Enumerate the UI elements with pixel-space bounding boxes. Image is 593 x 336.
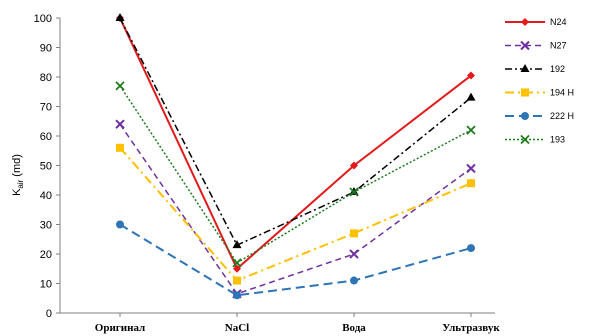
legend-marker [521, 112, 529, 120]
y-tick-label: 60 [40, 131, 52, 143]
data-point [116, 143, 124, 152]
series-line [119, 85, 472, 264]
data-point [232, 240, 242, 249]
x-tick-label: Оригинал [95, 322, 145, 334]
x-tick-label: Ультразвук [442, 322, 500, 334]
legend-label: 194 H [550, 88, 574, 98]
data-point [467, 179, 475, 188]
y-axis-label: Kair(md) [11, 154, 25, 196]
data-point [466, 125, 476, 135]
data-point [467, 244, 475, 253]
x-tick-label: Вода [342, 322, 366, 334]
data-point [466, 163, 476, 174]
data-point [467, 71, 475, 80]
series-line [119, 147, 472, 282]
marker-stroke [349, 187, 359, 197]
legend-label: N27 [550, 41, 567, 51]
legend-label: N24 [550, 17, 567, 27]
data-point [350, 161, 358, 170]
data-point [350, 276, 358, 285]
marker-center [118, 122, 122, 126]
legend-marker [520, 40, 530, 51]
legend-item: 222 H [505, 111, 574, 121]
y-tick-label: 10 [40, 279, 52, 291]
legend-item: 194 H [505, 88, 574, 98]
data-point [233, 291, 241, 300]
y-tick-label: 70 [40, 102, 52, 114]
series-line [119, 223, 472, 297]
data-point [233, 264, 241, 273]
x-tick-label: NaCl [225, 322, 249, 334]
data-point [349, 249, 359, 259]
legend-marker [521, 88, 529, 97]
legend-item: 193 [505, 135, 565, 145]
series-192 [115, 13, 476, 249]
marker-center [352, 252, 356, 256]
data-point [232, 258, 242, 268]
legend-marker [520, 134, 530, 145]
y-tick-label: 40 [40, 190, 52, 202]
data-point [115, 13, 125, 21]
data-point [349, 187, 359, 197]
series-193 [115, 81, 476, 268]
marker-stroke [520, 134, 530, 145]
y-axis-ticks: 0 10 20 30 40 50 60 70 80 90 100 [34, 13, 60, 320]
x-axis-ticks: Оригинал NaCl Вода Ультразвук [95, 313, 500, 334]
series-line [119, 17, 472, 247]
series-222-h [116, 220, 475, 300]
series-line [119, 123, 472, 295]
y-tick-label: 30 [40, 220, 52, 232]
marker-stroke [232, 258, 242, 268]
series-n27 [115, 119, 476, 299]
data-point [466, 92, 476, 101]
marker-stroke [115, 81, 125, 91]
chart-series [115, 13, 476, 300]
data-point [350, 229, 358, 238]
marker-center [469, 166, 473, 170]
data-point [116, 220, 124, 229]
y-tick-label: 100 [34, 13, 52, 25]
series-n24 [116, 14, 475, 273]
y-tick-label: 90 [40, 43, 52, 55]
legend-label: 192 [550, 64, 565, 74]
marker-stroke [466, 125, 476, 135]
y-tick-label: 50 [40, 161, 52, 173]
series-line [119, 17, 472, 271]
chart-axes [59, 18, 495, 314]
legend-item: N27 [505, 41, 567, 51]
chart-legend: N24 N27 192 194 H 222 H 193 [505, 17, 574, 145]
marker-center [523, 44, 527, 47]
y-tick-label: 0 [46, 308, 52, 320]
series-194-h [116, 143, 475, 285]
legend-marker [520, 64, 530, 72]
legend-label: 222 H [550, 111, 574, 121]
data-point [115, 119, 125, 129]
legend-item: N24 [505, 17, 567, 27]
y-tick-label: 20 [40, 249, 52, 261]
legend-label: 193 [550, 135, 565, 145]
data-point [233, 276, 241, 285]
y-tick-label: 80 [40, 72, 52, 84]
legend-marker [521, 18, 529, 26]
legend-item: 192 [505, 64, 565, 74]
data-point [115, 81, 125, 91]
